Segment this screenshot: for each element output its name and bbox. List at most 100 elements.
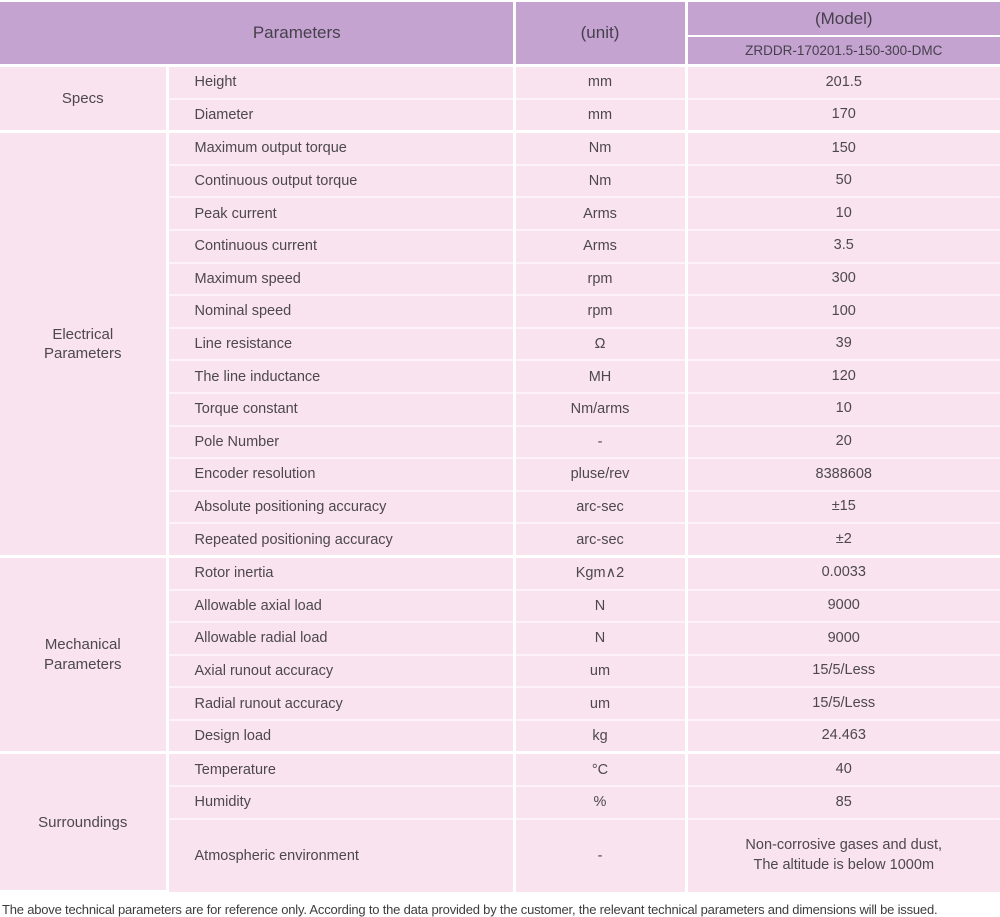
param-value: 40 bbox=[686, 752, 1000, 788]
param-name: Design load bbox=[167, 719, 516, 755]
param-name: Maximum speed bbox=[167, 262, 516, 297]
param-unit: kg bbox=[514, 719, 688, 755]
param-unit: mm bbox=[514, 65, 688, 100]
param-unit: Nm/arms bbox=[514, 392, 688, 427]
table-row: Repeated positioning accuracy arc-sec ±2 bbox=[0, 523, 1000, 558]
param-name: Diameter bbox=[167, 98, 516, 134]
param-value: ±2 bbox=[686, 523, 1000, 558]
param-unit: Nm bbox=[514, 164, 688, 199]
param-value: 120 bbox=[686, 360, 1000, 394]
table-row: Peak current Arms 10 bbox=[0, 197, 1000, 231]
param-name: Temperature bbox=[167, 752, 516, 788]
param-name: Peak current bbox=[167, 197, 516, 231]
table-body: Specs Height mm 201.5 Diameter mm 170 Electrica… bbox=[0, 65, 1000, 894]
table-row: Surroundings Temperature °C 40 bbox=[0, 752, 1000, 894]
table-row: Continuous current Arms 3.5 bbox=[0, 229, 1000, 264]
param-name: Continuous current bbox=[167, 229, 516, 264]
param-unit: % bbox=[514, 786, 688, 820]
table-row: Continuous output torque Nm 50 bbox=[0, 164, 1000, 199]
model-number-cell: ZRDDR-170201.5-150-300-DMC bbox=[686, 36, 1000, 67]
param-unit: Nm bbox=[514, 131, 688, 166]
category-cell-specs: Specs bbox=[0, 65, 169, 134]
param-unit: °C bbox=[514, 752, 688, 788]
param-name: Pole Number bbox=[167, 425, 516, 460]
category-cell-electrical-parameters: Electrical Parameters bbox=[0, 131, 169, 558]
param-name: Height bbox=[167, 65, 516, 100]
header-row-1: Parameters (unit) (Model) bbox=[0, 2, 1000, 67]
param-name: Radial runout accuracy bbox=[167, 687, 516, 721]
table-row: Electrical Parameters Maximum output torq… bbox=[0, 131, 1000, 558]
table-row: Axial runout accuracy um 15/5/Less bbox=[0, 654, 1000, 689]
param-value: 10 bbox=[686, 392, 1000, 427]
table-row: Absolute positioning accuracy arc-sec ±15 bbox=[0, 490, 1000, 525]
param-name: Allowable radial load bbox=[167, 622, 516, 656]
param-unit: rpm bbox=[514, 262, 688, 297]
table-row: Design load kg 24.463 bbox=[0, 719, 1000, 755]
param-unit: - bbox=[514, 818, 688, 892]
table-row: The line inductance MH 120 bbox=[0, 360, 1000, 394]
param-name: Humidity bbox=[167, 786, 516, 820]
param-value: 3.5 bbox=[686, 229, 1000, 264]
param-value: 150 bbox=[686, 131, 1000, 166]
table-row: Allowable radial load N 9000 bbox=[0, 622, 1000, 656]
table-row: Encoder resolution pluse/rev 8388608 bbox=[0, 458, 1000, 492]
table-row: Maximum speed rpm 300 bbox=[0, 262, 1000, 297]
param-unit: MH bbox=[514, 360, 688, 394]
param-name: Axial runout accuracy bbox=[167, 654, 516, 689]
param-value: 39 bbox=[686, 327, 1000, 362]
param-value: 100 bbox=[686, 295, 1000, 329]
category-cell-surroundings: Surroundings bbox=[0, 752, 169, 894]
table-row: Nominal speed rpm 100 bbox=[0, 295, 1000, 329]
param-value: 10 bbox=[686, 197, 1000, 231]
table-row: Diameter mm 170 bbox=[0, 98, 1000, 134]
param-unit: rpm bbox=[514, 295, 688, 329]
param-unit: Kgm∧2 bbox=[514, 556, 688, 591]
param-value: 170 bbox=[686, 98, 1000, 134]
table-row: Humidity% 85 bbox=[0, 786, 1000, 820]
param-value: 24.463 bbox=[686, 719, 1000, 755]
table-row: Pole Number -20 bbox=[0, 425, 1000, 460]
param-value: 20 bbox=[686, 425, 1000, 460]
param-unit: - bbox=[514, 425, 688, 460]
header-row-2: ZRDDR-170201.5-150-300-DMC bbox=[0, 36, 1000, 67]
footnote-text: The above technical parameters are for r… bbox=[2, 902, 938, 917]
param-name: Allowable axial load bbox=[167, 589, 516, 624]
param-value: 15/5/Less bbox=[686, 687, 1000, 721]
category-cell-mechanical-parameters: Mechanical Parameters bbox=[0, 556, 169, 755]
param-unit: arc-sec bbox=[514, 490, 688, 525]
table-row: Specs Height mm 201.5 bbox=[0, 65, 1000, 134]
param-value: 15/5/Less bbox=[686, 654, 1000, 689]
param-value: 0.0033 bbox=[686, 556, 1000, 591]
param-unit: um bbox=[514, 654, 688, 689]
param-unit: N bbox=[514, 622, 688, 656]
table-row: Line resistance Ω 39 bbox=[0, 327, 1000, 362]
param-name: Torque constant bbox=[167, 392, 516, 427]
parameters-table: Parameters (unit) (Model) ZRDDR-170201.5… bbox=[0, 2, 1000, 894]
param-value: Non-corrosive gases and dust, The altitu… bbox=[686, 818, 1000, 892]
param-name: Continuous output torque bbox=[167, 164, 516, 199]
param-value: 85 bbox=[686, 786, 1000, 820]
param-unit: N bbox=[514, 589, 688, 624]
param-name: Atmospheric environment bbox=[167, 818, 516, 892]
param-name: The line inductance bbox=[167, 360, 516, 394]
param-value: 8388608 bbox=[686, 458, 1000, 492]
table-row: Atmospheric environment - Non-corrosive ga… bbox=[0, 818, 1000, 892]
param-value: 201.5 bbox=[686, 65, 1000, 100]
param-name: Absolute positioning accuracy bbox=[167, 490, 516, 525]
table-header: Parameters (unit) (Model) ZRDDR-170201.5… bbox=[0, 2, 1000, 67]
param-name: Maximum output torque bbox=[167, 131, 516, 166]
table-row: Torque constant Nm/arms 10 bbox=[0, 392, 1000, 427]
param-name: Repeated positioning accuracy bbox=[167, 523, 516, 558]
param-unit: Ω bbox=[514, 327, 688, 362]
table-row: Mechanical Parameters Rotor inertia Kgm∧2 0… bbox=[0, 556, 1000, 755]
table-row: Radial runout accuracy um 15/5/Less bbox=[0, 687, 1000, 721]
param-unit: Arms bbox=[514, 197, 688, 231]
param-value: 9000 bbox=[686, 589, 1000, 624]
param-name: Encoder resolution bbox=[167, 458, 516, 492]
param-unit: arc-sec bbox=[514, 523, 688, 558]
param-name: Line resistance bbox=[167, 327, 516, 362]
param-unit: Arms bbox=[514, 229, 688, 264]
param-value: ±15 bbox=[686, 490, 1000, 525]
param-value: 300 bbox=[686, 262, 1000, 297]
